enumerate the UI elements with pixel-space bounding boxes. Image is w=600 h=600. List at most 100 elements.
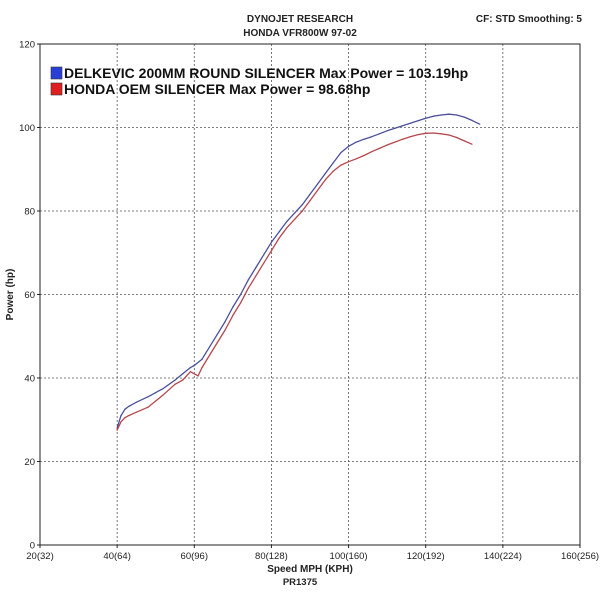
data-point [394, 127, 396, 129]
data-point [409, 122, 411, 124]
data-point [239, 293, 242, 296]
data-point [120, 421, 122, 423]
data-point [301, 210, 303, 212]
data-point [216, 341, 219, 344]
data-point [340, 151, 342, 154]
data-point [255, 266, 257, 268]
data-point [425, 132, 427, 134]
data-point [201, 358, 203, 360]
data-point [162, 387, 165, 390]
data-point [455, 136, 458, 139]
data-point [286, 227, 288, 229]
y-tick-label: 0 [30, 541, 35, 552]
data-point [378, 147, 381, 149]
y-tick-label: 20 [24, 457, 35, 468]
data-point [135, 411, 138, 413]
data-point [355, 158, 357, 160]
chart-model-title: HONDA VFR800W 97-02 [243, 28, 357, 39]
legend-label-honda-oem: HONDA OEM SILENCER Max Power = 98.68hp [64, 81, 370, 97]
settings-label: CF: STD Smoothing: 5 [475, 14, 582, 25]
data-point [409, 136, 411, 138]
data-point [463, 116, 465, 118]
legend-label-delkevic: DELKEVIC 200MM ROUND SILENCER Max Power … [64, 65, 468, 81]
x-axis-title: Speed MPH (KPH) [267, 564, 353, 575]
data-point [263, 254, 265, 256]
data-point [232, 306, 234, 308]
data-point [174, 383, 176, 385]
data-point [463, 140, 465, 142]
x-tick-label: 100(160) [330, 551, 368, 562]
chart-company-title: DYNOJET RESEARCH [246, 14, 354, 25]
y-tick-label: 100 [19, 123, 35, 134]
series-line-delkevic [116, 113, 480, 429]
data-point [371, 136, 373, 138]
data-point [309, 199, 311, 202]
x-tick-label: 140(224) [484, 551, 522, 562]
y-axis-title: Power (hp) [5, 269, 16, 321]
data-point [417, 120, 419, 122]
x-tick-label: 160(256) [561, 551, 599, 562]
y-tick-labels: 0 20 40 60 80 100 120 [19, 40, 40, 552]
data-point [332, 170, 334, 172]
data-point [193, 364, 195, 367]
data-point [201, 366, 203, 369]
data-point [193, 373, 195, 375]
data-point [324, 179, 327, 181]
data-point [440, 114, 442, 116]
data-point [455, 114, 458, 116]
data-point [324, 172, 327, 175]
data-point [386, 144, 388, 146]
data-point [147, 396, 149, 398]
x-tick-label: 40(64) [103, 551, 130, 562]
data-point [247, 287, 249, 289]
data-point [432, 132, 435, 134]
series-line-honda-oem [116, 132, 473, 431]
data-point [124, 417, 126, 419]
data-point [224, 329, 226, 331]
legend-swatch-delkevic [50, 66, 63, 80]
data-point [293, 212, 296, 214]
data-point [386, 130, 388, 132]
y-tick-label: 80 [24, 207, 35, 218]
data-point [162, 394, 165, 396]
data-point [209, 346, 211, 348]
data-point [293, 218, 296, 220]
x-tick-label: 80(128) [255, 551, 288, 562]
data-point [189, 366, 192, 369]
data-point [432, 115, 435, 117]
data-point [301, 204, 303, 206]
data-point [147, 406, 149, 408]
data-point [479, 123, 481, 125]
data-point [371, 151, 373, 153]
data-point [440, 133, 442, 135]
grid-lines [40, 44, 580, 545]
data-point [116, 429, 118, 431]
data-point [401, 125, 404, 127]
data-point [270, 250, 273, 252]
data-point [120, 414, 122, 417]
data-point [448, 134, 450, 136]
data-point [394, 141, 396, 143]
data-point [174, 379, 176, 381]
y-tick-label: 40 [24, 374, 35, 385]
data-point [417, 133, 419, 136]
data-point [197, 375, 199, 377]
data-point [340, 164, 342, 166]
series-layer [116, 113, 481, 431]
legend-swatch-honda-oem [50, 82, 63, 96]
run-id-label: PR1375 [282, 577, 318, 588]
data-point [363, 154, 365, 157]
data-point [471, 143, 473, 145]
data-point [317, 189, 319, 191]
data-point [216, 333, 219, 335]
data-point [363, 138, 365, 140]
data-point [124, 408, 126, 410]
data-point [286, 220, 288, 223]
data-point [189, 371, 192, 373]
data-point [209, 354, 211, 356]
x-tick-label: 60(96) [181, 551, 208, 562]
data-point [278, 237, 280, 239]
x-tick-label: 20(32) [26, 551, 53, 562]
x-tick-label: 120(192) [407, 551, 445, 562]
